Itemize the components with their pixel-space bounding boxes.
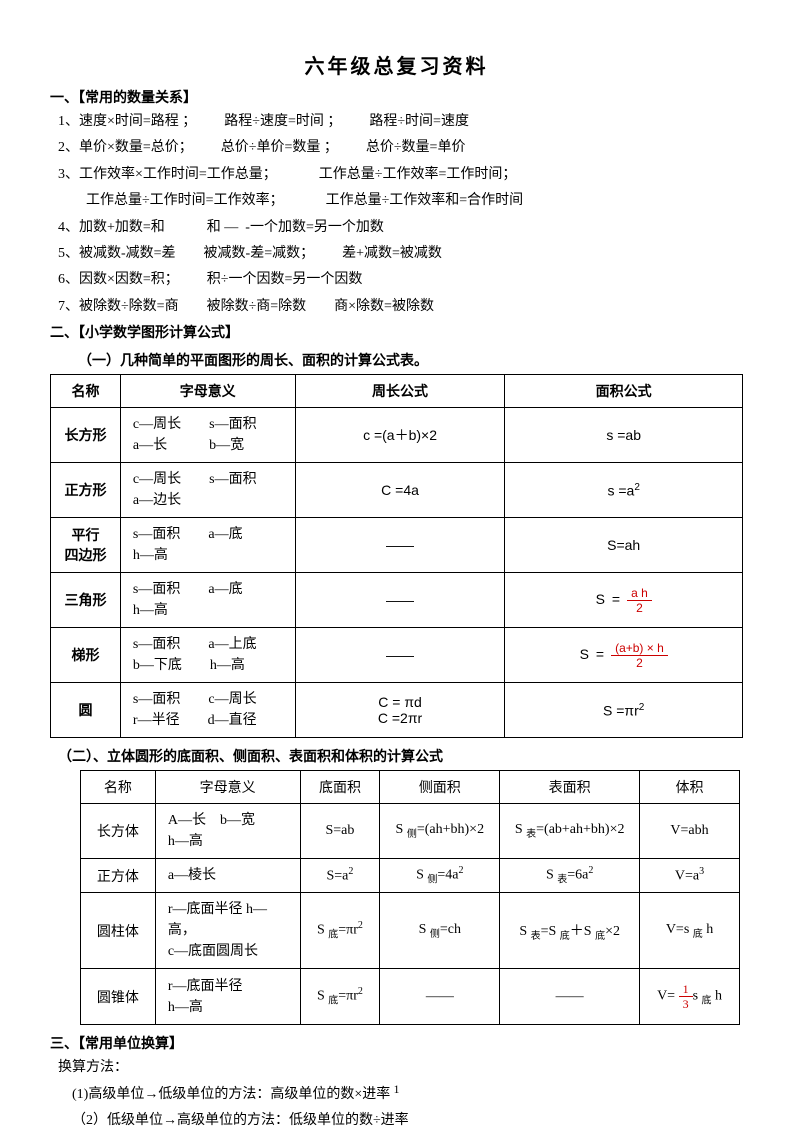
th-name: 名称 bbox=[51, 375, 121, 408]
cell-symbols: s—面积 a—上底b—下底 h—高 bbox=[120, 628, 295, 683]
table-header-row: 名称 字母意义 底面积 侧面积 表面积 体积 bbox=[81, 771, 740, 804]
table-row: 圆锥体r—底面半径h—高S 底=πr2————V= 13s 底 h bbox=[81, 969, 740, 1025]
cell-area: S=ah bbox=[505, 518, 743, 573]
cell-symbols: r—底面半径 h—高，c—底面圆周长 bbox=[155, 893, 300, 969]
cell-name: 长方体 bbox=[81, 804, 156, 859]
cell-side: S 侧=4a2 bbox=[380, 859, 500, 893]
cell-area: S = (a+b) × h2 bbox=[505, 628, 743, 683]
cell-perimeter: —— bbox=[295, 628, 505, 683]
cell-perimeter: —— bbox=[295, 518, 505, 573]
cell-area: S = a h2 bbox=[505, 573, 743, 628]
table-row: 圆s—面积 c—周长r—半径 d—直径C = πdC =2πrS =πr2 bbox=[51, 683, 743, 738]
table-solid-shapes: 名称 字母意义 底面积 侧面积 表面积 体积 长方体A—长 b—宽h—高S=ab… bbox=[80, 770, 740, 1025]
cell-perimeter: c =(a＋b)×2 bbox=[295, 408, 505, 463]
th-surface: 表面积 bbox=[500, 771, 640, 804]
sub-2a: （一）几种简单的平面图形的周长、面积的计算公式表。 bbox=[78, 350, 743, 370]
table-row: 正方形c—周长 s—面积a—边长C =4as =a2 bbox=[51, 463, 743, 518]
cell-surface: S 表=6a2 bbox=[500, 859, 640, 893]
cell-name: 长方形 bbox=[51, 408, 121, 463]
page-number: 1 bbox=[0, 1082, 793, 1097]
cell-surface: —— bbox=[500, 969, 640, 1025]
table-row: 长方体A—长 b—宽h—高S=abS 侧=(ah+bh)×2S 表=(ab+ah… bbox=[81, 804, 740, 859]
sec1-line: 4、加数+加数=和 和 — -一个加数=另一个加数 bbox=[58, 217, 743, 239]
cell-perimeter: C = πdC =2πr bbox=[295, 683, 505, 738]
cell-name: 梯形 bbox=[51, 628, 121, 683]
cell-symbols: a—棱长 bbox=[155, 859, 300, 893]
cell-symbols: c—周长 s—面积a—长 b—宽 bbox=[120, 408, 295, 463]
cell-base: S 底=πr2 bbox=[300, 893, 380, 969]
sec1-line: 5、被减数-减数=差 被减数-差=减数； 差+减数=被减数 bbox=[58, 243, 743, 265]
th-side: 侧面积 bbox=[380, 771, 500, 804]
cell-side: —— bbox=[380, 969, 500, 1025]
cell-symbols: s—面积 c—周长r—半径 d—直径 bbox=[120, 683, 295, 738]
th-area: 面积公式 bbox=[505, 375, 743, 408]
sec1-line: 2、单价×数量=总价； 总价÷单价=数量 ； 总价÷数量=单价 bbox=[58, 137, 743, 159]
sec3-line: 换算方法： bbox=[58, 1057, 743, 1079]
cell-volume: V=abh bbox=[640, 804, 740, 859]
section-3-head: 三、【常用单位换算】 bbox=[50, 1033, 743, 1053]
cell-surface: S 表=S 底＋S 底×2 bbox=[500, 893, 640, 969]
cell-symbols: c—周长 s—面积a—边长 bbox=[120, 463, 295, 518]
cell-name: 正方体 bbox=[81, 859, 156, 893]
th-base: 底面积 bbox=[300, 771, 380, 804]
sec1-line: 6、因数×因数=积； 积÷一个因数=另一个因数 bbox=[58, 269, 743, 291]
section-2-head: 二、【小学数学图形计算公式】 bbox=[50, 322, 743, 342]
cell-area: S =πr2 bbox=[505, 683, 743, 738]
cell-perimeter: C =4a bbox=[295, 463, 505, 518]
cell-base: S=ab bbox=[300, 804, 380, 859]
sec1-line: 工作总量÷工作时间=工作效率； 工作总量÷工作效率和=合作时间 bbox=[58, 190, 743, 212]
table-row: 长方形c—周长 s—面积a—长 b—宽c =(a＋b)×2s =ab bbox=[51, 408, 743, 463]
table-row: 平行四边形s—面积 a—底h—高——S=ah bbox=[51, 518, 743, 573]
cell-name: 三角形 bbox=[51, 573, 121, 628]
cell-side: S 侧=ch bbox=[380, 893, 500, 969]
sec1-line: 1、速度×时间=路程 ； 路程÷速度=时间 ； 路程÷时间=速度 bbox=[58, 111, 743, 133]
table-header-row: 名称 字母意义 周长公式 面积公式 bbox=[51, 375, 743, 408]
sec1-line: 7、被除数÷除数=商 被除数÷商=除数 商×除数=被除数 bbox=[58, 296, 743, 318]
table-row: 三角形s—面积 a—底h—高——S = a h2 bbox=[51, 573, 743, 628]
cell-side: S 侧=(ah+bh)×2 bbox=[380, 804, 500, 859]
page-title: 六年级总复习资料 bbox=[50, 50, 743, 79]
sub-2b: （二）、立体圆形的底面积、侧面积、表面积和体积的计算公式 bbox=[58, 746, 743, 766]
sec3-line: （2）低级单位→高级单位的方法：低级单位的数÷进率 bbox=[58, 1110, 743, 1132]
cell-base: S=a2 bbox=[300, 859, 380, 893]
cell-symbols: s—面积 a—底h—高 bbox=[120, 518, 295, 573]
cell-surface: S 表=(ab+ah+bh)×2 bbox=[500, 804, 640, 859]
sec1-line: 3、工作效率×工作时间=工作总量； 工作总量÷工作效率=工作时间； bbox=[58, 164, 743, 186]
cell-name: 平行四边形 bbox=[51, 518, 121, 573]
cell-volume: V= 13s 底 h bbox=[640, 969, 740, 1025]
table-plane-shapes: 名称 字母意义 周长公式 面积公式 长方形c—周长 s—面积a—长 b—宽c =… bbox=[50, 374, 743, 738]
section-1-head: 一、【常用的数量关系】 bbox=[50, 87, 743, 107]
cell-name: 圆柱体 bbox=[81, 893, 156, 969]
th-name: 名称 bbox=[81, 771, 156, 804]
th-volume: 体积 bbox=[640, 771, 740, 804]
cell-volume: V=a3 bbox=[640, 859, 740, 893]
cell-name: 正方形 bbox=[51, 463, 121, 518]
cell-name: 圆锥体 bbox=[81, 969, 156, 1025]
cell-base: S 底=πr2 bbox=[300, 969, 380, 1025]
cell-perimeter: —— bbox=[295, 573, 505, 628]
cell-symbols: A—长 b—宽h—高 bbox=[155, 804, 300, 859]
cell-symbols: r—底面半径h—高 bbox=[155, 969, 300, 1025]
cell-area: s =ab bbox=[505, 408, 743, 463]
cell-volume: V=s 底 h bbox=[640, 893, 740, 969]
th-perimeter: 周长公式 bbox=[295, 375, 505, 408]
table-row: 圆柱体r—底面半径 h—高，c—底面圆周长S 底=πr2S 侧=chS 表=S … bbox=[81, 893, 740, 969]
th-symbols: 字母意义 bbox=[155, 771, 300, 804]
cell-symbols: s—面积 a—底h—高 bbox=[120, 573, 295, 628]
table-row: 正方体a—棱长S=a2S 侧=4a2S 表=6a2V=a3 bbox=[81, 859, 740, 893]
th-symbols: 字母意义 bbox=[120, 375, 295, 408]
cell-area: s =a2 bbox=[505, 463, 743, 518]
cell-name: 圆 bbox=[51, 683, 121, 738]
table-row: 梯形s—面积 a—上底b—下底 h—高——S = (a+b) × h2 bbox=[51, 628, 743, 683]
